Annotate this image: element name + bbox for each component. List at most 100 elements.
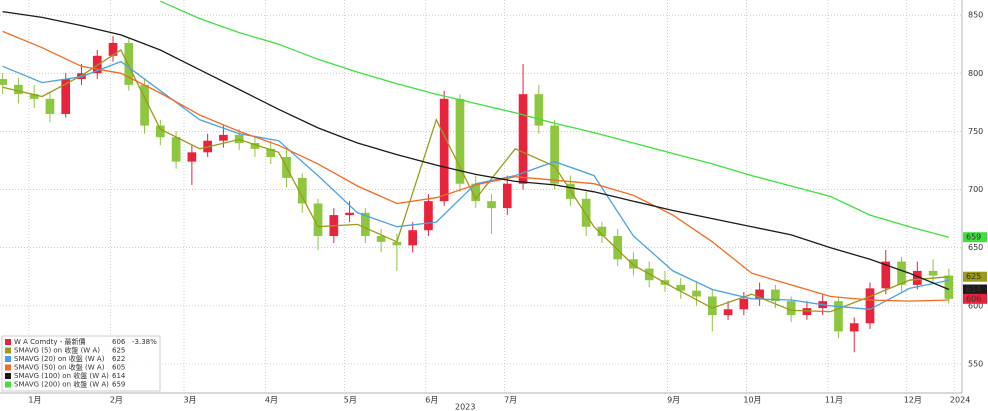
candle-body xyxy=(802,308,812,316)
candle-body xyxy=(881,261,891,289)
candle-body xyxy=(629,259,638,269)
candle-body xyxy=(92,55,102,74)
candle-body xyxy=(755,289,764,299)
x-tick-label: 6月 xyxy=(425,396,438,405)
candle-body xyxy=(361,212,370,237)
candle-body xyxy=(313,203,323,237)
candle-body xyxy=(597,226,607,237)
legend-change: -3.38% xyxy=(132,338,157,346)
x-tick-label: 10月 xyxy=(743,396,761,405)
y-tick-label: 600 xyxy=(968,301,983,310)
legend-label: W A Comdty - 最新價 xyxy=(14,337,85,346)
legend-value: 606 xyxy=(112,338,126,346)
axis-badge xyxy=(963,271,987,282)
candle-body xyxy=(487,201,496,209)
x-tick-label: 4月 xyxy=(265,396,278,405)
axis-badge xyxy=(963,293,987,304)
candle-body xyxy=(439,98,449,202)
candle-body xyxy=(29,94,39,99)
year-label: 2023 xyxy=(455,403,475,411)
legend-label: SMAVG (5) on 收盤 (W A) xyxy=(14,346,100,355)
candle-body xyxy=(219,134,228,141)
candle-body xyxy=(897,261,906,285)
candle-body xyxy=(124,43,134,85)
candle-body xyxy=(171,137,181,162)
candle-body xyxy=(581,198,591,227)
ma-line xyxy=(2,30,949,302)
legend-box xyxy=(1,335,161,392)
candle-body xyxy=(707,296,717,316)
candle-body xyxy=(786,301,796,316)
legend-value: 605 xyxy=(112,364,125,372)
candle-body xyxy=(45,98,55,114)
x-tick-label: 2024 xyxy=(950,396,970,405)
candle-body xyxy=(518,94,528,184)
candle-body xyxy=(0,79,7,85)
legend-label: SMAVG (50) on 收盤 (W A) xyxy=(14,363,105,372)
candle-body xyxy=(502,183,512,209)
candle-body xyxy=(61,79,71,114)
ma-line xyxy=(2,10,950,291)
legend-value: 625 xyxy=(112,347,125,355)
candle-body xyxy=(108,43,118,56)
candle-body xyxy=(297,177,307,204)
ma-line xyxy=(2,60,950,310)
legend: W A Comdty - 最新價 606 -3.38% SMAVG (5) on 收盤… xyxy=(1,335,161,392)
candle-body xyxy=(424,201,433,231)
candle-body xyxy=(345,212,354,216)
axis-badge xyxy=(963,284,987,295)
legend-value: 659 xyxy=(112,381,125,389)
candle-body xyxy=(692,290,701,297)
x-tick-label: 9月 xyxy=(667,396,680,405)
y-tick-label: 650 xyxy=(968,243,983,252)
candle-body xyxy=(550,125,559,184)
candle-body xyxy=(723,309,733,316)
ma-line xyxy=(160,0,950,238)
x-tick-label: 12月 xyxy=(904,396,922,405)
legend-label: SMAVG (100) on 收盤 (W A) xyxy=(14,371,109,380)
candle-body xyxy=(849,323,859,332)
y-tick-label: 800 xyxy=(968,69,983,78)
y-tick-label: 850 xyxy=(968,11,983,20)
axis-badge-label: 659 xyxy=(966,233,981,242)
candle-body xyxy=(250,143,260,149)
candle-body xyxy=(928,270,938,276)
legend-swatch xyxy=(5,373,11,379)
x-tick-label: 1月 xyxy=(28,396,41,405)
candle-body xyxy=(471,183,481,202)
candle-body xyxy=(912,270,922,285)
candle-body xyxy=(187,152,197,162)
candle-body xyxy=(676,284,686,291)
x-tick-label: 3月 xyxy=(183,396,196,405)
x-tick-label: 5月 xyxy=(344,396,357,405)
legend-swatch xyxy=(5,339,11,345)
legend-value: 622 xyxy=(112,355,125,363)
x-tick-label: 11月 xyxy=(825,396,843,405)
x-tick-label: 7月 xyxy=(504,396,517,405)
y-tick-label: 700 xyxy=(968,185,983,194)
axis-badge-label: 614 xyxy=(966,285,981,294)
candle-body xyxy=(408,230,417,246)
candle-body xyxy=(613,236,623,260)
candle-body xyxy=(392,241,402,246)
axis-badge-label: 625 xyxy=(966,272,981,281)
y-tick-label: 550 xyxy=(968,359,983,368)
legend-value: 614 xyxy=(112,372,126,380)
y-tick-label: 750 xyxy=(968,127,983,136)
candle-body xyxy=(376,236,386,242)
candle-body xyxy=(140,84,149,126)
candle-body xyxy=(534,94,544,126)
candle-body xyxy=(14,84,23,95)
ma-line xyxy=(2,49,949,313)
legend-swatch xyxy=(5,381,11,388)
legend-label: SMAVG (20) on 收盤 (W A) xyxy=(14,354,105,363)
candle-body xyxy=(155,125,165,138)
legend-swatch xyxy=(5,347,11,354)
candle-body xyxy=(266,148,276,157)
candle-body xyxy=(834,301,843,332)
x-tick-label: 2月 xyxy=(110,396,123,405)
candle-body xyxy=(739,298,749,310)
candle-body xyxy=(455,98,465,184)
candle-body xyxy=(865,288,875,324)
